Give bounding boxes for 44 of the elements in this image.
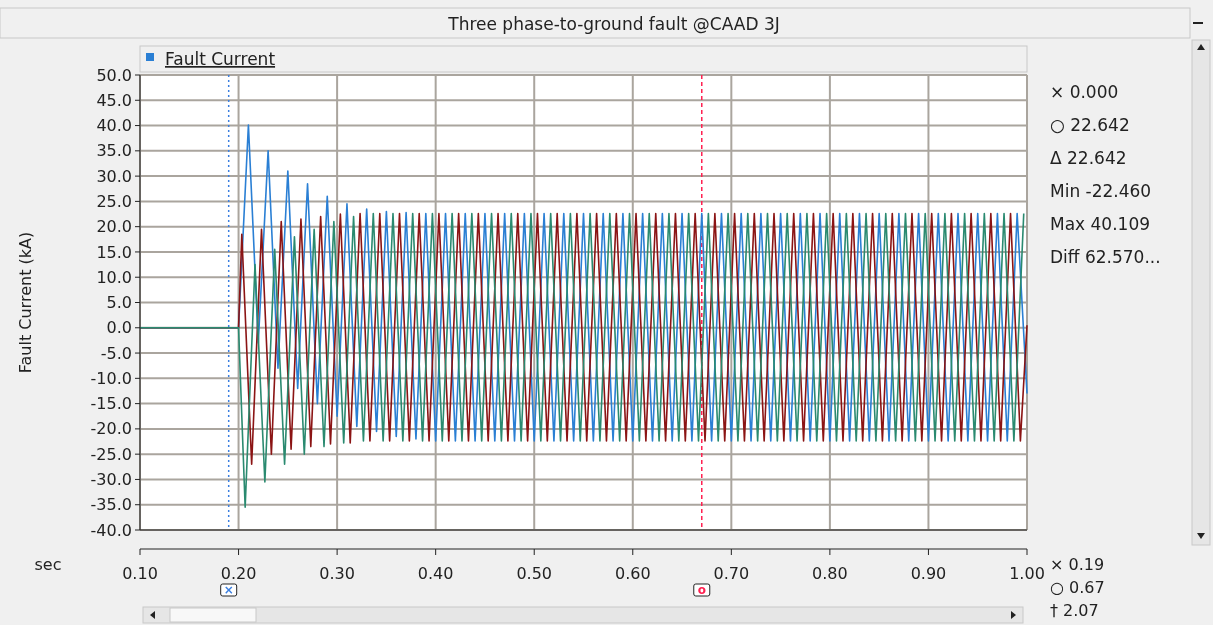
y-tick-label: 30.0	[96, 166, 132, 186]
text: × 0.000	[1050, 82, 1119, 102]
y-tick-label: 45.0	[96, 90, 132, 110]
y-tick-label: 50.0	[96, 65, 132, 85]
y-tick-label: -35.0	[90, 495, 132, 515]
y-tick-label: -10.0	[90, 368, 132, 388]
legend-label: Fault Current	[165, 49, 276, 69]
x-tick-label: 0.20	[220, 564, 257, 583]
ref-line-label: o	[697, 583, 706, 597]
text: Max 40.109	[1050, 214, 1151, 234]
y-axis-title: Fault Current (kA)	[16, 231, 35, 374]
x-tick-label: 0.90	[910, 564, 947, 583]
text: Δ 22.642	[1050, 148, 1127, 168]
y-tick-label: 35.0	[96, 141, 132, 161]
y-tick-label: 0.0	[106, 318, 132, 338]
text: Diff 62.570...	[1050, 247, 1161, 267]
y-tick-label: 5.0	[106, 293, 132, 313]
y-tick-label: 25.0	[96, 191, 132, 211]
y-tick-label: 15.0	[96, 242, 132, 262]
x-tick-label: 0.70	[713, 564, 750, 583]
ref-line-label: ×	[223, 583, 234, 597]
x-tick-label: 1.00	[1009, 564, 1045, 583]
y-tick-label: -20.0	[90, 419, 132, 439]
text: ○ 0.67	[1050, 578, 1105, 597]
text: ○ 22.642	[1050, 115, 1130, 135]
x-tick-label: 0.50	[516, 564, 553, 583]
y-tick-label: 20.0	[96, 217, 132, 237]
y-tick-label: -25.0	[90, 444, 132, 464]
chart-title: Three phase-to-ground fault @CAAD 3J	[447, 14, 780, 34]
text: Min -22.460	[1050, 181, 1152, 201]
x-axis-title: sec	[34, 555, 62, 574]
y-tick-label: 10.0	[96, 267, 132, 287]
x-tick-label: 0.60	[614, 564, 651, 583]
y-tick-label: -15.0	[90, 394, 132, 414]
x-tick-label: 0.10	[122, 564, 158, 583]
y-tick-label: 40.0	[96, 116, 132, 136]
text: † 2.07	[1050, 601, 1099, 620]
x-tick-label: 0.30	[319, 564, 355, 583]
y-tick-label: -5.0	[100, 343, 132, 363]
y-tick-label: -40.0	[90, 520, 132, 540]
x-tick-label: 0.80	[812, 564, 848, 583]
text: × 0.19	[1050, 555, 1105, 574]
x-tick-label: 0.40	[417, 564, 454, 583]
y-tick-label: -30.0	[90, 470, 132, 490]
